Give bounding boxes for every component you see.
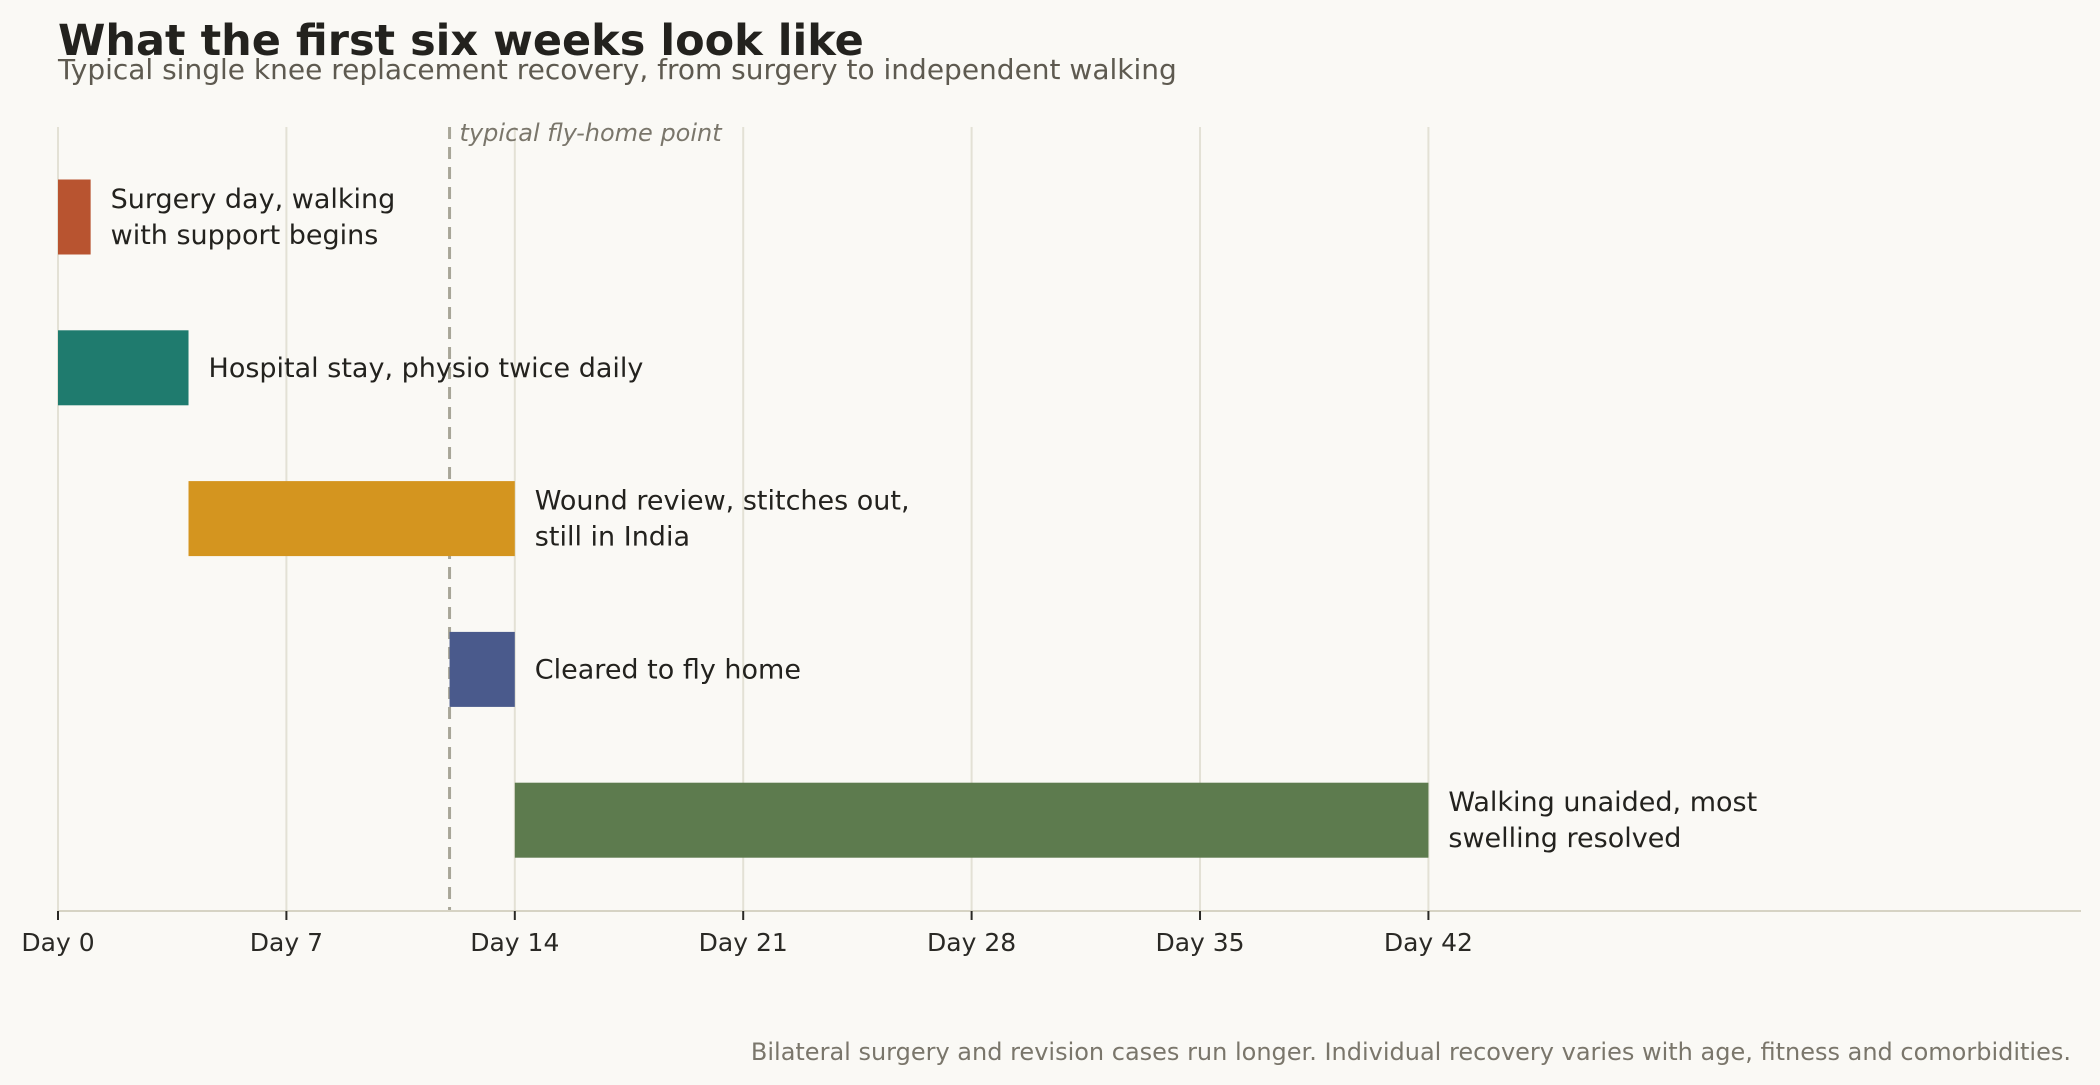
fly-home-reference-label: typical fly-home point [460,119,724,147]
phase-label-2-line-1: still in India [535,522,690,553]
phase-bar-1 [58,330,189,406]
phase-label-4-line-1: swelling resolved [1448,823,1681,854]
x-tick-label-3: Day 21 [699,928,788,957]
phase-label-0-line-1: with support begins [111,220,379,251]
phase-bars: Surgery day, walking with support begins H… [58,179,1757,858]
x-tick-label-2: Day 14 [470,928,559,957]
phase-bar-3 [449,631,515,707]
phase-label-4-line-0: Walking unaided, most [1448,787,1757,818]
x-axis-ticks: Day 0 Day 7 Day 14 Day 21 Day 28 Day 35 Day 42 [21,911,1473,957]
reference-line-group: typical fly-home point [448,119,724,911]
phase-label-2-line-0: Wound review, stitches out, [535,486,910,517]
x-tick-label-1: Day 7 [250,928,323,957]
chart-subtitle: Typical single knee replacement recovery… [57,53,1177,86]
phase-bar-0 [58,179,91,255]
phase-label-3-line-0: Cleared to fly home [535,654,801,685]
chart-footnote: Bilateral surgery and revision cases run… [751,1038,2071,1066]
chart-title: What the first six weeks look like [58,16,864,66]
x-tick-label-4: Day 28 [927,928,1016,957]
x-tick-label-0: Day 0 [21,928,94,957]
phase-label-1-line-0: Hospital stay, physio twice daily [209,353,644,384]
phase-bar-4 [514,782,1429,858]
x-tick-label-6: Day 42 [1384,928,1473,957]
x-tick-label-5: Day 35 [1155,928,1244,957]
phase-bar-2 [188,481,515,557]
phase-label-0-line-0: Surgery day, walking [111,184,396,215]
